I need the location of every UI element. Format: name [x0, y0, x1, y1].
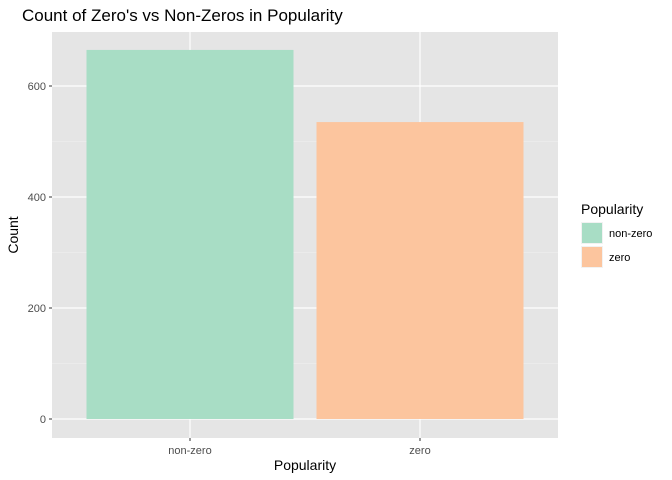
x-tick-label: non-zero: [168, 445, 211, 457]
y-tick-label: 400: [28, 192, 46, 204]
y-axis: 0 200 400 600: [28, 81, 52, 426]
y-axis-title: Count: [5, 216, 21, 253]
legend: Popularity non-zero zero: [581, 201, 652, 268]
y-tick-label: 200: [28, 303, 46, 315]
y-tick-label: 600: [28, 81, 46, 93]
legend-label-non-zero: non-zero: [609, 228, 652, 240]
legend-title: Popularity: [581, 201, 643, 217]
bar-non-zero: [86, 49, 294, 420]
x-axis-title: Popularity: [274, 457, 336, 473]
y-tick-label: 0: [40, 414, 46, 426]
chart-title: Count of Zero's vs Non-Zeros in Populari…: [22, 6, 343, 25]
x-tick-label: zero: [409, 445, 430, 457]
x-axis: non-zero zero: [168, 438, 431, 457]
legend-label-zero: zero: [609, 252, 630, 264]
legend-swatch-zero: [582, 247, 602, 267]
legend-swatch-non-zero: [582, 223, 602, 243]
bars: [86, 49, 524, 420]
bar-zero: [316, 122, 524, 419]
